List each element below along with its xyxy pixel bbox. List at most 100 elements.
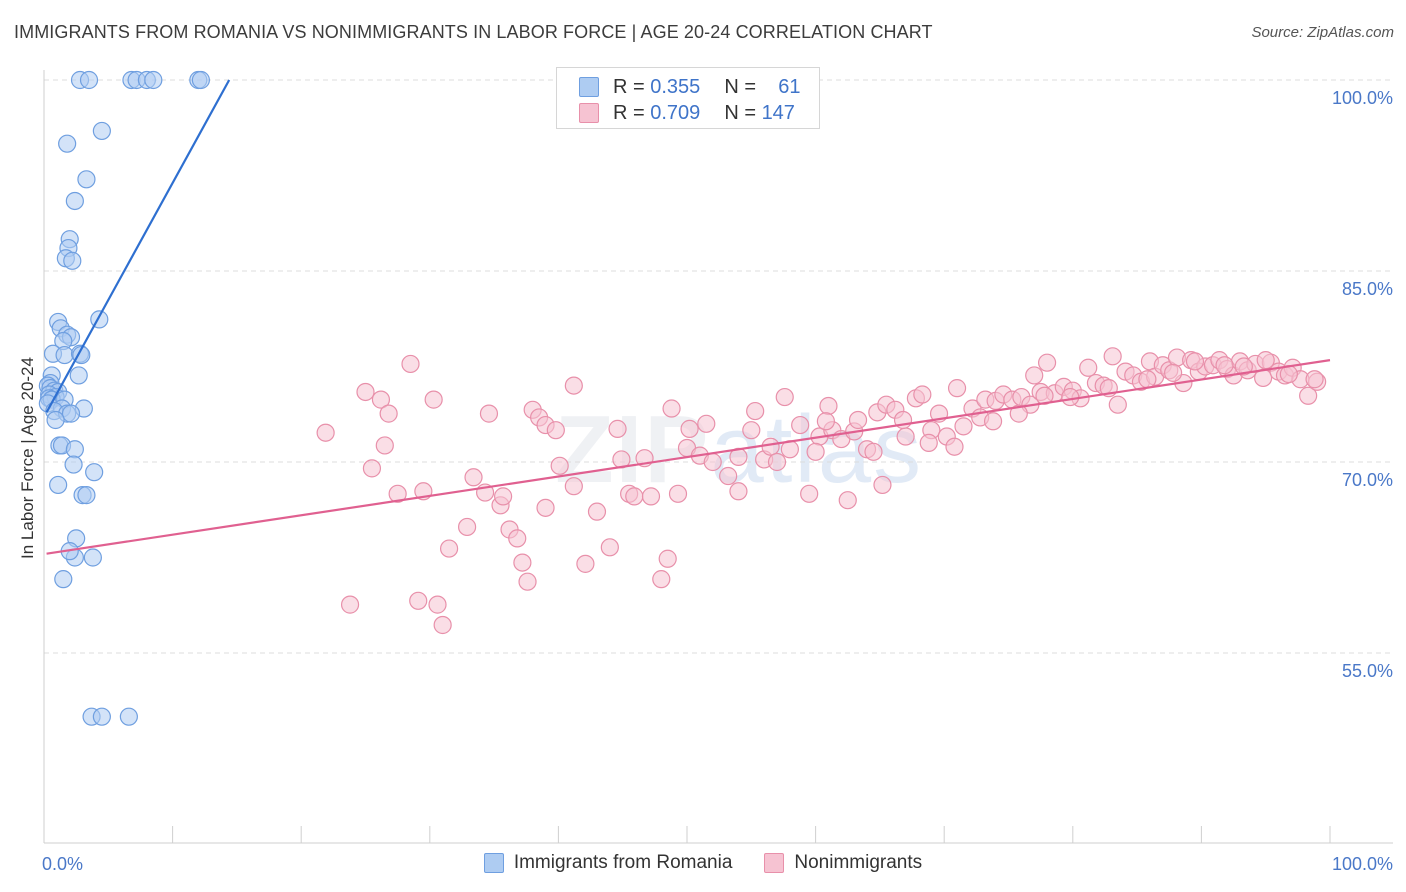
data-point — [746, 401, 765, 421]
data-point — [191, 70, 210, 90]
data-point — [1299, 386, 1318, 405]
data-point — [800, 484, 819, 503]
data-point — [791, 415, 810, 435]
legend-n-value: 147 — [761, 101, 795, 124]
legend-row-immigrants-from-romania: R = 0.355 N = 61 — [579, 75, 800, 99]
data-point — [1108, 395, 1127, 414]
data-point — [873, 475, 892, 495]
data-point — [1061, 387, 1080, 407]
data-point — [652, 570, 671, 589]
data-point — [65, 440, 84, 459]
data-point — [58, 134, 77, 153]
data-point — [536, 498, 555, 517]
data-point — [479, 404, 499, 423]
data-point — [719, 466, 738, 486]
data-point — [457, 517, 477, 537]
data-point — [401, 354, 420, 374]
data-point — [864, 442, 883, 461]
data-point — [761, 437, 780, 456]
data-point — [1009, 404, 1028, 423]
data-point — [65, 191, 84, 211]
legend-r-value: 0.355 — [650, 75, 701, 98]
legend-n-value: 61 — [778, 75, 801, 98]
data-point — [608, 419, 627, 438]
data-point — [1037, 353, 1057, 372]
data-point — [600, 538, 619, 557]
data-point — [316, 423, 335, 442]
data-point — [919, 433, 938, 452]
x-tick-label-max: 100.0% — [1332, 854, 1393, 874]
data-point — [61, 404, 81, 423]
data-point — [742, 421, 761, 440]
data-point — [1234, 357, 1253, 376]
data-point — [896, 427, 915, 446]
data-point — [954, 417, 973, 436]
data-point — [63, 251, 82, 270]
data-point — [375, 436, 394, 455]
legend-n-label: N = — [724, 75, 756, 98]
legend-n-label: N = — [724, 101, 756, 124]
data-point — [379, 404, 398, 423]
data-point — [340, 595, 360, 614]
legend-label: Immigrants from Romania — [513, 852, 733, 873]
data-point — [668, 484, 688, 503]
data-point — [371, 390, 391, 409]
data-point — [1079, 358, 1098, 377]
data-point — [838, 491, 857, 510]
data-point — [85, 463, 104, 482]
data-point — [1164, 363, 1183, 382]
data-point — [1138, 370, 1157, 389]
data-point — [767, 452, 787, 472]
data-point — [806, 442, 825, 461]
data-point — [819, 396, 838, 416]
data-point — [1305, 370, 1324, 389]
data-point — [409, 591, 428, 610]
y-tick-label: 55.0% — [1342, 661, 1393, 681]
trend-line-nonimmigrants — [46, 359, 1331, 555]
y-tick-labels: 55.0% 70.0% 85.0% 100.0% — [1332, 88, 1393, 681]
stats-legend: R = 0.355 N = 61 R = 0.709 N = 147 — [556, 67, 820, 129]
data-point — [680, 419, 699, 438]
data-point — [1256, 351, 1275, 370]
legend-r-label: R = — [613, 101, 645, 124]
legend-swatch-blue — [579, 77, 599, 97]
data-point — [1103, 347, 1122, 366]
series-immigrants-from-romania-points — [38, 70, 210, 726]
legend-swatch-pink — [579, 103, 599, 123]
data-point — [1025, 366, 1044, 385]
data-point — [362, 459, 382, 478]
trend-line-immigrants-from-romania — [45, 79, 231, 413]
data-point — [816, 412, 835, 431]
legend-swatch-blue — [483, 853, 504, 873]
data-point — [439, 539, 459, 558]
chart-title: IMMIGRANTS FROM ROMANIA VS NONIMMIGRANTS… — [14, 22, 933, 42]
axes — [43, 70, 1393, 844]
y-tick-label: 100.0% — [1332, 88, 1393, 108]
data-point — [947, 379, 967, 398]
series-legend: Immigrants from Romania Nonimmigrants — [0, 852, 1406, 874]
data-point — [433, 615, 452, 635]
data-point — [983, 412, 1003, 431]
data-point — [697, 414, 716, 433]
trend-lines — [45, 79, 1331, 555]
data-point — [662, 399, 681, 418]
data-point — [83, 548, 102, 567]
data-point — [576, 554, 595, 573]
data-point — [546, 421, 565, 440]
data-point — [69, 366, 88, 385]
data-point — [518, 572, 537, 591]
data-point — [119, 707, 138, 726]
legend-row-nonimmigrants: R = 0.709 N = 147 — [579, 101, 795, 125]
data-point — [508, 529, 527, 548]
data-point — [658, 549, 677, 568]
data-point — [564, 477, 583, 496]
series-nonimmigrants-points — [316, 347, 1327, 635]
data-point — [54, 570, 73, 589]
data-point — [55, 345, 74, 365]
legend-r-label: R = — [613, 75, 645, 98]
data-point — [775, 387, 794, 407]
data-point — [1185, 352, 1205, 371]
data-point — [77, 170, 96, 189]
data-point — [513, 553, 532, 572]
